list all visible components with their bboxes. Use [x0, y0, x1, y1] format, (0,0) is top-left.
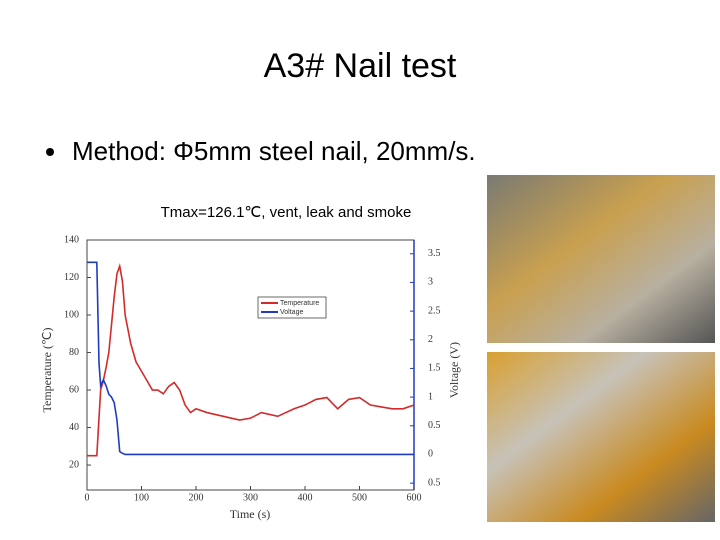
- y2-tick-label: 2.5: [428, 305, 441, 316]
- legend-label: Temperature: [280, 300, 319, 307]
- y2-axis-label: Voltage (V): [447, 342, 461, 398]
- series-line: [87, 261, 414, 456]
- x-tick-label: 100: [134, 492, 149, 503]
- slide-title: A3# Nail test: [264, 47, 457, 85]
- y2-tick-label: 0.5: [428, 477, 441, 488]
- annotation: Tmax=126.1℃, vent, leak and smoke: [161, 204, 412, 221]
- bullet-dot: [46, 148, 54, 156]
- y-tick-label: 140: [64, 234, 79, 245]
- y-tick-label: 60: [69, 384, 79, 395]
- y-axis-label: Temperature (℃): [40, 328, 54, 413]
- y-tick-label: 20: [69, 459, 79, 470]
- y-tick-label: 100: [64, 309, 79, 320]
- legend-label: Voltage: [280, 309, 303, 316]
- y-tick-label: 40: [69, 422, 79, 433]
- x-tick-label: 600: [407, 492, 422, 503]
- series-line: [87, 262, 415, 457]
- y2-tick-label: 3.5: [428, 248, 441, 259]
- y-tick-label: 120: [64, 272, 79, 283]
- y-tick-label: 80: [69, 347, 79, 358]
- x-tick-label: 500: [352, 492, 367, 503]
- y2-tick-label: 2: [428, 334, 433, 345]
- photo: [487, 352, 715, 522]
- photo: [487, 175, 715, 343]
- y2-tick-label: 0: [428, 449, 433, 460]
- x-tick-label: 300: [243, 492, 258, 503]
- y2-tick-label: 1: [428, 391, 433, 402]
- x-axis-label: Time (s): [230, 507, 271, 521]
- x-tick-label: 400: [298, 492, 313, 503]
- plot-frame: [86, 239, 415, 491]
- y2-tick-label: 0.5: [428, 420, 441, 431]
- bullet-text: Method: Φ5mm steel nail, 20mm/s.: [72, 136, 476, 166]
- y2-tick-label: 1.5: [428, 363, 441, 374]
- x-tick-label: 200: [189, 492, 204, 503]
- x-tick-label: 0: [85, 492, 90, 503]
- y2-tick-label: 3: [428, 277, 433, 288]
